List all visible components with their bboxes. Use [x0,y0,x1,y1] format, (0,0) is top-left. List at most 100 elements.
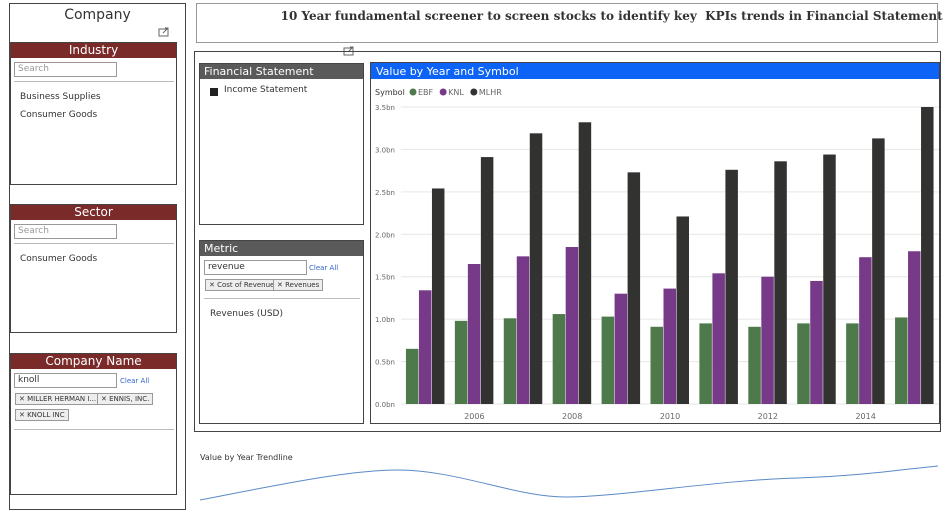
bar [859,257,872,404]
legend-title: Symbol [375,88,405,97]
bar [650,326,663,404]
bar [467,263,481,404]
title-box [196,3,938,43]
bar [627,172,641,404]
focus-icon[interactable] [158,27,170,37]
y-tick-label: 3.0bn [375,146,395,154]
slicer-item[interactable]: Revenues (USD) [210,309,283,319]
search-box[interactable]: Search [14,224,117,239]
bar [614,293,628,404]
x-tick-label: 2014 [855,412,875,421]
clear-all[interactable]: Clear All [309,264,339,272]
clear-all[interactable]: Clear All [120,377,150,385]
y-tick-label: 2.0bn [375,231,395,239]
chart: Value by Year and Symbol Symbol 0.0bn 0.5… [370,62,940,424]
bar [921,107,934,404]
bar [454,320,468,404]
chip[interactable]: ✕ MILLER HERMAN I... [15,393,101,405]
legend-marker [439,88,447,96]
bar [565,247,579,404]
bar [872,138,885,404]
x-tick-label: 2010 [660,412,680,421]
chip-label: Revenues [285,281,320,289]
separator [204,298,360,299]
separator [14,243,174,244]
sector-slicer: Sector Search Consumer Goods [10,204,177,333]
chip[interactable]: ✕ ENNIS, INC. [97,393,154,405]
bar [676,216,689,404]
checkbox[interactable] [210,88,218,96]
chip[interactable]: ✕ Cost of Revenue [205,279,279,291]
main-panel [194,51,941,432]
bar [601,316,615,404]
chip[interactable]: ✕ KNOLL INC [15,409,69,421]
bar [748,326,761,404]
slicer-title: Financial Statement [200,64,363,79]
chip-label: ENNIS, INC. [109,395,150,403]
x-tick-label: 2012 [758,412,778,421]
bar [895,317,908,404]
y-tick-label: 3.5bn [375,104,395,112]
financial-statement-slicer: Financial Statement Income Statement [199,63,364,225]
legend-marker [470,88,478,96]
chip-label: MILLER HERMAN I... [27,395,97,403]
bar [552,314,566,404]
chip[interactable]: ✕ Revenues [273,279,324,291]
bar [663,288,676,404]
slicer-title: Metric [200,241,363,256]
industry-slicer: Industry Search Business Supplies Consum… [10,42,177,185]
bar [823,154,836,404]
search-box[interactable]: Search [14,62,117,77]
y-tick-label: 0.5bn [375,359,395,367]
y-tick-label: 2.5bn [375,189,395,197]
trendline-title: Value by Year Trendline [200,453,293,462]
bar [516,256,530,404]
slicer-title: Sector [11,205,176,220]
separator [14,429,174,430]
chip-label: Cost of Revenue [217,281,275,289]
legend-label: MLHR [479,88,502,97]
legend-marker [409,88,417,96]
bar [797,323,810,404]
bar [810,280,823,404]
company-panel [9,3,186,510]
trendline [199,465,939,501]
y-tick-label: 0.0bn [375,401,395,409]
y-tick-label: 1.0bn [375,316,395,324]
slicer-item[interactable]: Income Statement [224,85,308,95]
chart-title: Value by Year and Symbol [376,65,519,78]
company-header: Company [64,7,131,23]
slicer-item[interactable]: Consumer Goods [20,110,98,120]
bar [699,323,712,404]
metric-slicer: Metric revenue Clear All ✕ Cost of Reven… [199,240,364,424]
bar [774,161,787,404]
bar [712,273,725,404]
bar [846,323,859,404]
trend-line [199,465,939,501]
y-tick-label: 1.5bn [375,274,395,282]
bar [578,122,592,404]
bar [529,133,543,404]
x-tick-label: 2008 [562,412,582,421]
slicer-item[interactable]: Business Supplies [20,92,101,102]
slicer-title: Company Name [11,354,176,369]
bar [480,157,494,404]
search-box[interactable]: revenue [204,260,307,275]
bar [908,251,921,404]
chip-label: KNOLL INC [27,411,65,419]
slicer-title: Industry [11,43,176,58]
slicer-item[interactable]: Consumer Goods [20,254,98,264]
bar [503,318,517,404]
legend-label: KNL [448,88,464,97]
bar [725,169,738,404]
company-name-slicer: Company Name knoll Clear All ✕ MILLER HE… [10,353,177,495]
search-box[interactable]: knoll [14,373,117,388]
page-title: 10 Year fundamental screener to screen s… [280,9,943,23]
legend-label: EBF [418,88,434,97]
bar [431,188,445,404]
bar [405,348,419,404]
bar [418,290,432,404]
x-tick-label: 2006 [464,412,484,421]
bar [761,276,774,404]
